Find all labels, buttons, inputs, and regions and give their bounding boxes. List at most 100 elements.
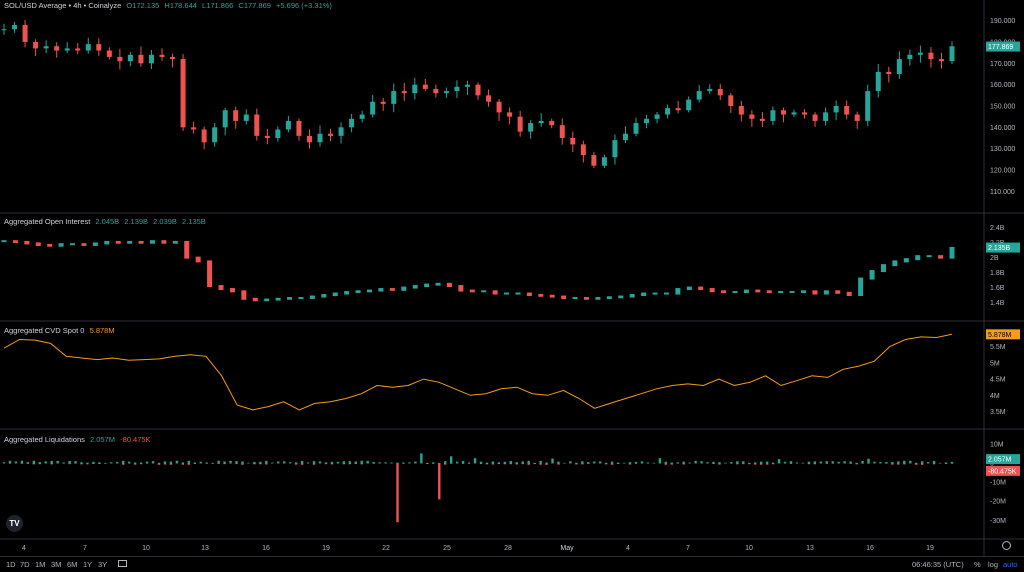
oi-candle — [92, 242, 98, 246]
liq-long-bar — [777, 459, 781, 463]
candle-body — [96, 44, 102, 51]
liq-short-bar — [497, 462, 501, 465]
liq-long-bar — [420, 453, 423, 463]
liq-short-bar — [330, 462, 334, 465]
candle-body — [170, 56, 176, 60]
open-value: O172.135 — [126, 1, 160, 10]
candle-body — [127, 54, 133, 62]
liq-long-bar — [646, 462, 650, 463]
liq-short-bar — [378, 462, 381, 464]
liq-short-bar — [891, 462, 894, 465]
liq-long-bar — [288, 462, 292, 463]
liq-short-bar — [527, 462, 530, 465]
liq-short-bar — [455, 462, 459, 464]
oi-candle — [469, 289, 475, 293]
liq-long-bar — [789, 461, 793, 463]
liq-short-bar — [813, 462, 817, 465]
liq-long-bar — [145, 461, 149, 463]
candle-body — [75, 48, 81, 51]
oi-title[interactable]: Aggregated Open Interest — [4, 217, 91, 226]
candle-body — [507, 112, 513, 117]
liq-long-bar — [587, 462, 590, 463]
clock-time[interactable]: 06:46:35 (UTC) — [912, 560, 964, 569]
calendar-icon[interactable] — [118, 560, 127, 567]
liq-long-bar — [44, 461, 47, 463]
candle-body — [591, 155, 597, 166]
liq-long-bar — [80, 462, 83, 463]
liq-short-bar — [449, 462, 453, 464]
liq-title[interactable]: Aggregated Liquidations — [4, 435, 85, 444]
log-toggle[interactable]: log — [988, 560, 999, 569]
candle-body — [1, 29, 7, 31]
liq-short-bar — [294, 462, 298, 465]
candle-body — [391, 91, 397, 104]
range-3y-button[interactable]: 3Y — [98, 560, 108, 569]
liq-short-bar — [539, 462, 542, 465]
oi-candle — [435, 282, 441, 286]
liq-short-bar — [646, 462, 650, 464]
cvd-title[interactable]: Aggregated CVD Spot 0 — [4, 326, 85, 335]
liq-long-bar — [688, 462, 691, 464]
liq-long-bar — [294, 462, 298, 463]
candle-body — [486, 95, 492, 102]
oi-candle — [138, 240, 144, 244]
liq-short-bar — [640, 462, 644, 464]
time-tick-label: 19 — [926, 545, 934, 552]
range-7d-button[interactable]: 7D — [20, 560, 30, 569]
oi-candle — [778, 291, 784, 294]
candle-body — [359, 114, 365, 119]
range-3m-button[interactable]: 3M — [51, 560, 62, 569]
liq-long-bar — [283, 461, 286, 463]
oi-candle — [663, 292, 669, 295]
range-1m-button[interactable]: 1M — [35, 560, 46, 569]
liq-short-bar — [432, 462, 435, 464]
candle-body — [601, 157, 607, 166]
liq-long-bar — [444, 461, 447, 463]
percent-toggle[interactable]: % — [974, 560, 981, 569]
liq-long-bar — [599, 461, 602, 463]
liq-short-bar — [229, 462, 232, 464]
time-tick-label: 13 — [806, 545, 814, 552]
range-6m-button[interactable]: 6M — [67, 560, 78, 569]
time-tick-label: 10 — [142, 545, 150, 552]
tradingview-logo[interactable]: TV — [6, 515, 23, 532]
auto-toggle[interactable]: auto — [1003, 560, 1018, 569]
settings-gear-icon[interactable] — [1002, 541, 1011, 550]
liq-long-bar — [950, 461, 954, 463]
liq-long-bar — [742, 461, 745, 463]
liq-short-bar — [74, 462, 77, 464]
liq-short-bar — [593, 462, 596, 464]
candle-body — [54, 46, 60, 51]
candle-body — [928, 52, 934, 60]
liq-long-bar — [372, 462, 375, 463]
liq-long-bar — [26, 462, 30, 463]
liq-long-bar — [545, 462, 548, 464]
liq-short-bar — [265, 462, 268, 465]
range-1y-button[interactable]: 1Y — [83, 560, 93, 569]
liq-long-bar — [879, 462, 882, 463]
liq-long-bar — [867, 458, 870, 463]
liq-short-bar — [116, 462, 119, 464]
candle-body — [285, 120, 291, 130]
liq-short-bar — [318, 462, 322, 464]
symbol-label[interactable]: SOL/USD Average • 4h • Coinalyze — [4, 1, 122, 10]
candle-body — [654, 114, 660, 119]
liq-short-bar — [151, 462, 155, 464]
liq-short-bar — [765, 462, 769, 465]
oi-candle — [526, 292, 532, 297]
candle-body — [833, 106, 839, 113]
liq-short-bar — [569, 462, 572, 464]
liq-short-bar — [926, 462, 930, 464]
liq-long-bar — [932, 460, 936, 463]
time-tick-label: May — [560, 545, 574, 552]
liq-long-bar — [92, 461, 95, 463]
liq-short-bar — [396, 462, 399, 523]
candle-body — [570, 138, 576, 145]
range-1d-button[interactable]: 1D — [6, 560, 16, 569]
liq-short-bar — [438, 462, 441, 500]
liq-long-bar — [74, 461, 77, 463]
candle-body — [644, 118, 650, 124]
liq-short-bar — [801, 462, 805, 464]
liq-long-bar — [676, 462, 679, 463]
